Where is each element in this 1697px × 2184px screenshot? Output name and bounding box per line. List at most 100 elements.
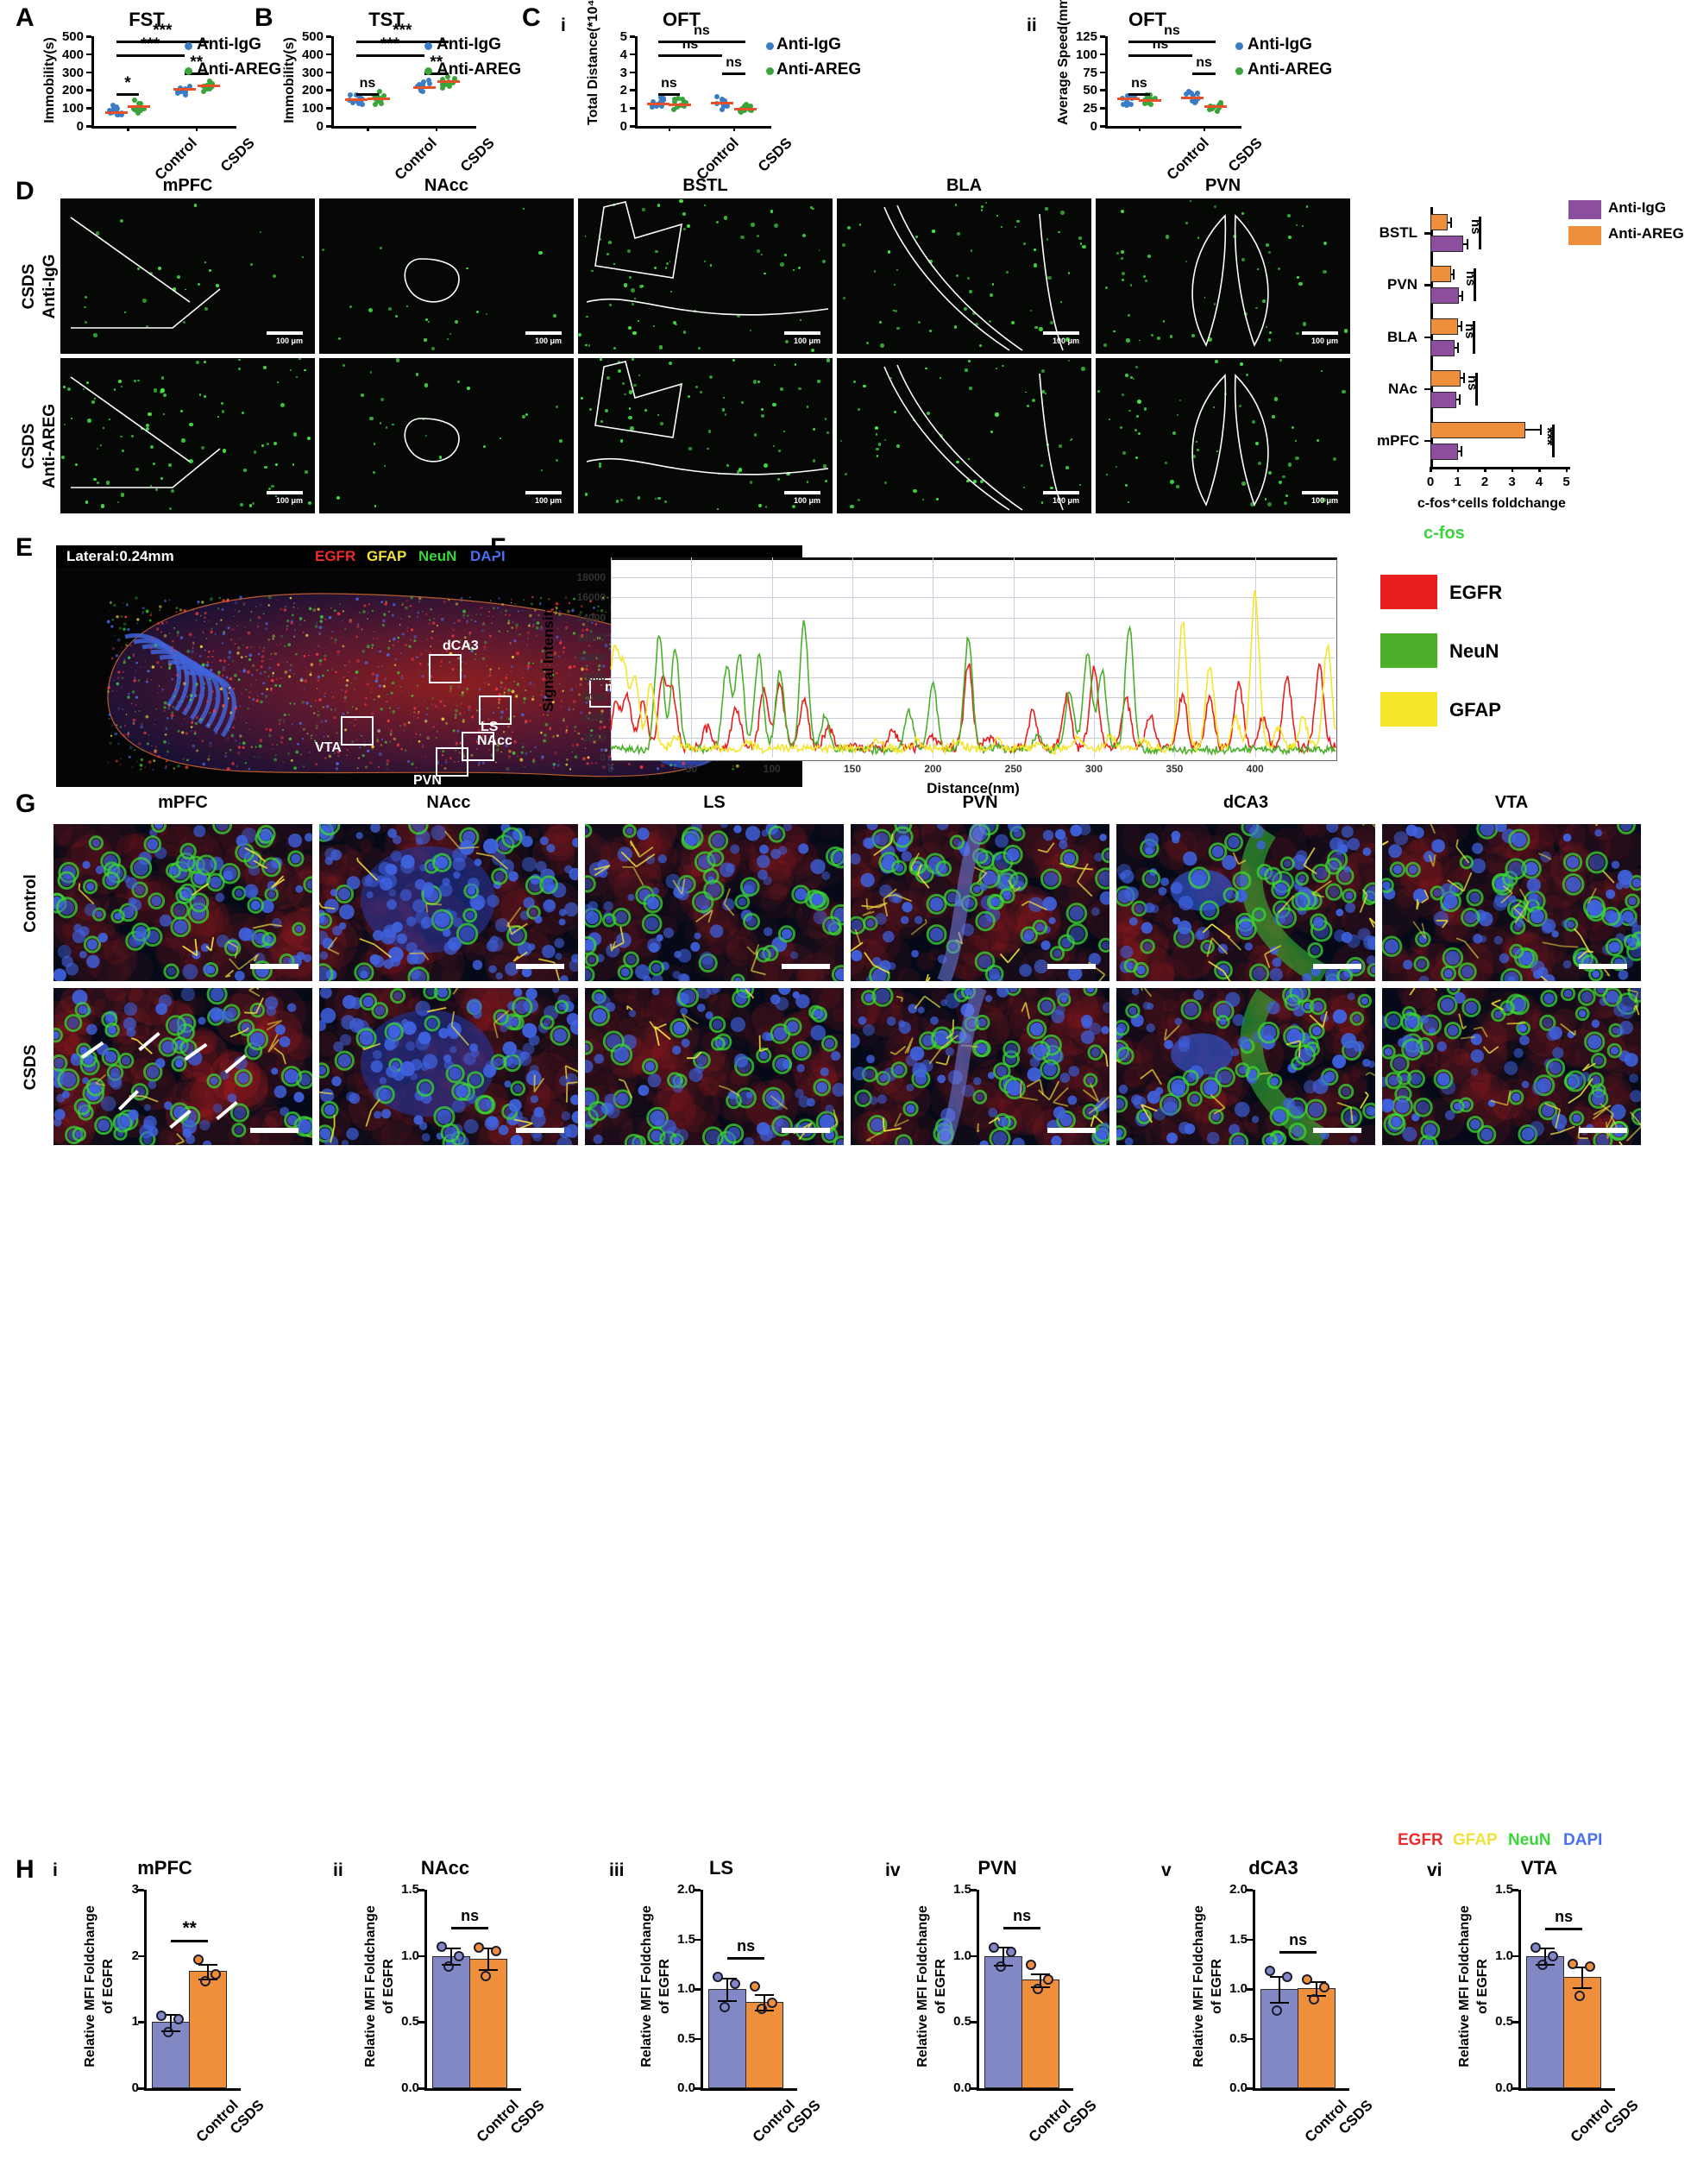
c-fos-cell <box>1124 484 1128 488</box>
c-fos-cell <box>1164 461 1167 465</box>
c-fos-cell <box>892 309 896 312</box>
c-fos-cell <box>267 443 269 445</box>
panel-g-row-label-text-0: Control <box>22 874 40 933</box>
c-fos-cell <box>877 443 881 446</box>
y-tick-mark-4 <box>630 53 635 56</box>
c-fos-cell <box>1191 454 1197 458</box>
c-fos-cell <box>180 409 184 412</box>
y-tick-mark-2 <box>86 89 91 91</box>
c-fos-cell <box>342 363 345 367</box>
c-fos-cell <box>1286 214 1292 218</box>
c-fos-cell <box>688 447 692 450</box>
panel-f-legend-swatch-0 <box>1380 575 1437 609</box>
c-fos-cell <box>1128 501 1130 504</box>
data-point <box>714 93 720 99</box>
panel-h-errorbar-i-Control <box>170 2014 173 2030</box>
sig-label-0: ns <box>694 22 710 38</box>
data-point <box>1144 100 1150 106</box>
c-fos-cell <box>280 403 285 407</box>
panel-g-scale-bar-r1-c2 <box>782 1128 830 1133</box>
c-fos-cell <box>980 209 984 211</box>
panel-d-micrograph-r0-c3: 100 μm <box>837 198 1091 354</box>
c-fos-cell <box>253 450 257 454</box>
c-fos-cell <box>272 274 276 278</box>
c-fos-cell <box>1046 238 1049 241</box>
c-fos-cell <box>374 505 377 507</box>
c-fos-cell <box>799 319 801 322</box>
region-outline <box>70 376 221 488</box>
c-fos-cell <box>1204 297 1206 299</box>
c-fos-cell <box>1343 329 1348 333</box>
data-point <box>651 99 657 105</box>
c-fos-cell <box>801 234 806 238</box>
c-fos-cell <box>826 358 831 362</box>
panel-f-gridline-y-9 <box>611 577 1336 579</box>
panel-letter-d: D <box>16 177 35 205</box>
panel-g-micrograph-r0-c2 <box>585 824 844 981</box>
panel-h-y-tick-iii-4 <box>695 1889 701 1891</box>
c-fos-cell <box>1281 475 1285 479</box>
c-fos-cell <box>446 337 449 341</box>
c-fos-cell <box>217 415 219 418</box>
c-fos-cell <box>827 431 830 434</box>
c-fos-cell <box>737 314 740 318</box>
c-fos-cell <box>137 379 140 382</box>
panel-d-errorbar-cap-BSTL-0 <box>1450 217 1453 228</box>
panel-d-x-tick-1 <box>1456 467 1459 472</box>
c-fos-cell <box>884 481 888 484</box>
c-fos-cell <box>1305 205 1309 208</box>
c-fos-cell <box>1135 366 1138 368</box>
c-fos-cell <box>1059 301 1062 304</box>
c-fos-cell <box>721 408 726 412</box>
panel-g-micrograph-r0-c1 <box>319 824 578 981</box>
panel-d-errorbar-h-BLA-0 <box>1457 325 1461 327</box>
panel-h-y-tick-iii-1 <box>695 2037 701 2040</box>
c-fos-cell <box>1332 456 1337 462</box>
sig-line-0 <box>1128 40 1216 43</box>
panel-c-i-legend-label-0: Anti-IgG <box>776 35 841 53</box>
c-fos-cell <box>917 320 921 324</box>
c-fos-cell <box>349 305 353 308</box>
data-point <box>748 104 754 110</box>
c-fos-cell <box>955 204 958 206</box>
c-fos-cell <box>63 424 66 426</box>
c-fos-cell <box>1294 439 1298 443</box>
c-fos-cell <box>970 249 973 252</box>
panel-g-micrograph-r1-c1 <box>319 988 578 1145</box>
c-fos-cell <box>1065 466 1069 469</box>
panel-h-y-tick-label-v-0: 0.0 <box>1229 2080 1248 2095</box>
y-tick-label-0: 0 <box>619 119 627 134</box>
panel-h-sig-line-iv <box>1003 1926 1040 1929</box>
c-fos-cell <box>1241 481 1247 486</box>
panel-d-micrograph-r1-c2: 100 μm <box>578 358 833 513</box>
c-fos-cell <box>97 447 99 450</box>
c-fos-cell <box>772 402 777 407</box>
c-fos-cell <box>100 504 105 508</box>
c-fos-cell <box>618 368 622 373</box>
c-fos-cell <box>896 444 901 449</box>
data-point <box>201 89 207 95</box>
c-fos-cell <box>798 267 801 269</box>
c-fos-cell <box>777 450 781 452</box>
c-fos-cell <box>1104 286 1109 290</box>
c-fos-cell <box>189 459 194 464</box>
panel-d-legend-swatch-0 <box>1568 200 1601 219</box>
c-fos-cell <box>1006 270 1009 274</box>
c-fos-cell <box>1197 236 1200 239</box>
panel-letter-e: E <box>16 533 34 562</box>
panel-h-errorbar-cap-top-iii-CSDS <box>754 1993 774 1996</box>
c-fos-cell <box>1323 269 1327 274</box>
x-tick-mark-0 <box>127 126 129 131</box>
c-fos-cell <box>896 326 900 330</box>
c-fos-cell <box>238 368 241 371</box>
c-fos-cell <box>306 436 311 441</box>
panel-h-x-axis-ii <box>424 2088 521 2091</box>
panel-h-y-tick-label-vi-1: 0.5 <box>1495 2014 1513 2030</box>
panel-d-errorbar-h-mPFC-1 <box>1457 450 1462 453</box>
panel-h-data-point-i-Control-0 <box>156 2010 167 2021</box>
c-fos-cell <box>1032 399 1036 403</box>
panel-h-data-point-v-CSDS-0 <box>1301 1973 1312 1985</box>
panel-h-data-point-v-Control-0 <box>1265 1966 1276 1977</box>
panel-g-scale-bar-r1-c1 <box>516 1128 564 1133</box>
panel-d-cat-label-2: BLA <box>1387 328 1417 345</box>
